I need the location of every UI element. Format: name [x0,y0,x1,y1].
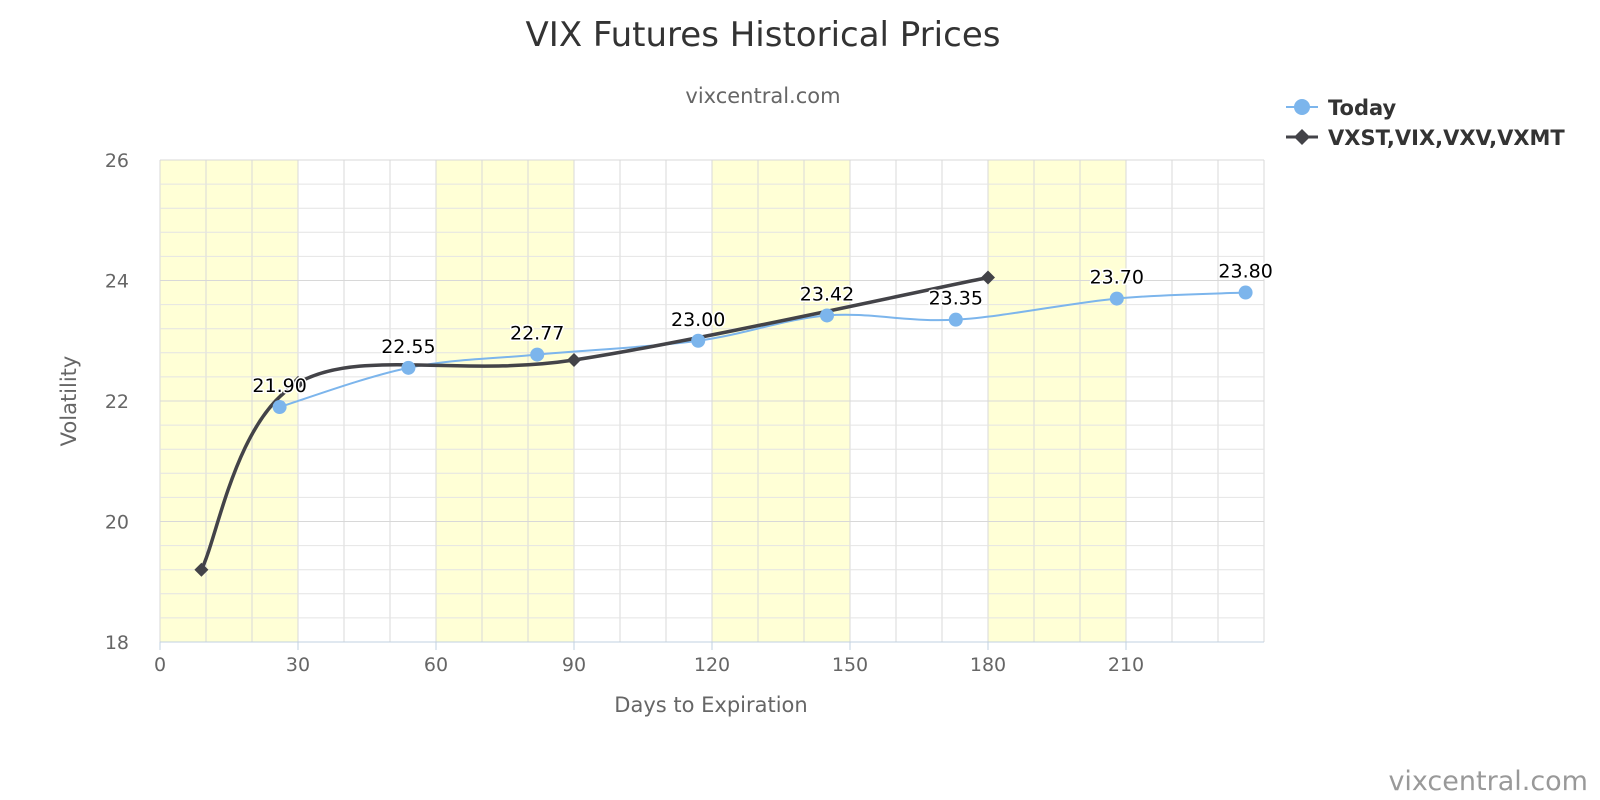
y-tick-label: 18 [105,632,129,654]
y-tick-label: 24 [105,271,129,293]
x-tick-label: 90 [562,654,586,676]
today-point [530,347,545,362]
x-tick-label: 120 [694,654,730,676]
today-point [272,400,287,415]
today-point [691,333,706,348]
today-point [401,360,416,375]
legend[interactable]: Today VXST,VIX,VXV,VXMT [1286,96,1565,150]
data-label: 22.55 [381,336,435,358]
legend-item-term-structure[interactable]: VXST,VIX,VXV,VXMT [1286,126,1565,150]
data-label: 22.77 [510,323,564,345]
data-label: 23.42 [800,283,854,305]
today-point [820,308,834,323]
legend-circle-icon [1294,99,1310,115]
legend-label-term-structure: VXST,VIX,VXV,VXMT [1328,126,1565,150]
x-axis-title: Days to Expiration [614,693,807,717]
today-point [1109,291,1124,306]
chart-title: VIX Futures Historical Prices [526,15,1001,55]
term-structure-point [291,375,305,390]
legend-diamond-icon [1294,129,1310,145]
x-tick-label: 0 [154,654,166,676]
axes: 0 30 60 90 120 150 180 210 18 20 22 24 26 [105,150,1264,676]
grid-lines [159,159,1265,643]
term-structure-point [194,562,209,577]
series-markers [194,270,1253,577]
term-structure-point [567,353,581,368]
x-tick-label: 180 [970,654,1006,676]
data-label: 21.90 [252,375,306,397]
x-tick-label: 60 [424,654,448,676]
data-label: 23.70 [1090,267,1144,289]
today-point [948,312,963,327]
y-axis-title: Volatility [57,356,81,447]
today-point [1238,285,1253,300]
x-tick-label: 30 [286,654,310,676]
data-labels: 21.90 22.55 22.77 23.00 23.42 23.35 23.70 23.80 [251,259,1274,398]
chart-subtitle: vixcentral.com [685,84,840,108]
x-tick-label: 150 [832,654,868,676]
series-line-term-structure [199,275,989,571]
credits-link[interactable]: vixcentral.com [1388,766,1588,797]
data-label: 23.00 [671,309,725,331]
term-structure-point [981,270,995,285]
y-tick-label: 20 [105,512,129,534]
data-label: 23.35 [929,288,983,310]
data-label: 23.80 [1218,261,1272,283]
y-tick-label: 26 [105,150,129,172]
legend-item-today[interactable]: Today [1286,96,1397,120]
x-tick-label: 210 [1108,654,1144,676]
y-tick-label: 22 [105,391,129,413]
legend-label-today: Today [1328,96,1397,120]
